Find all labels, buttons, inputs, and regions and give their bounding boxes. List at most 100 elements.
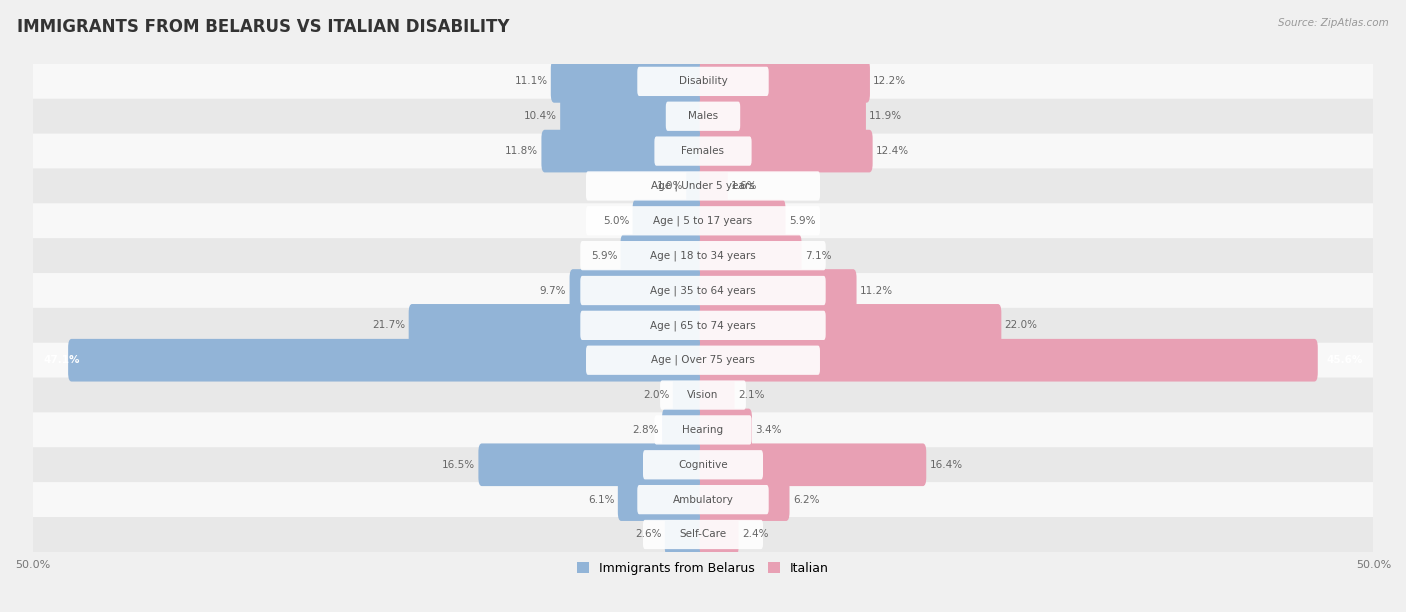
FancyBboxPatch shape xyxy=(560,95,706,138)
Text: Age | 18 to 34 years: Age | 18 to 34 years xyxy=(650,250,756,261)
FancyBboxPatch shape xyxy=(637,485,769,514)
Text: 45.6%: 45.6% xyxy=(1326,355,1362,365)
FancyBboxPatch shape xyxy=(32,133,1374,168)
FancyBboxPatch shape xyxy=(586,346,820,375)
FancyBboxPatch shape xyxy=(700,60,870,103)
FancyBboxPatch shape xyxy=(581,311,825,340)
Text: 12.2%: 12.2% xyxy=(873,76,907,86)
FancyBboxPatch shape xyxy=(32,64,1374,99)
Text: 2.0%: 2.0% xyxy=(643,390,669,400)
Text: Cognitive: Cognitive xyxy=(678,460,728,470)
FancyBboxPatch shape xyxy=(409,304,706,346)
FancyBboxPatch shape xyxy=(32,203,1374,238)
FancyBboxPatch shape xyxy=(700,269,856,312)
FancyBboxPatch shape xyxy=(478,444,706,486)
FancyBboxPatch shape xyxy=(32,517,1374,552)
Text: 5.9%: 5.9% xyxy=(591,251,617,261)
Text: Age | Over 75 years: Age | Over 75 years xyxy=(651,355,755,365)
FancyBboxPatch shape xyxy=(541,130,706,173)
FancyBboxPatch shape xyxy=(32,168,1374,203)
FancyBboxPatch shape xyxy=(586,171,820,201)
Text: IMMIGRANTS FROM BELARUS VS ITALIAN DISABILITY: IMMIGRANTS FROM BELARUS VS ITALIAN DISAB… xyxy=(17,18,509,36)
Text: 9.7%: 9.7% xyxy=(540,286,567,296)
FancyBboxPatch shape xyxy=(32,447,1374,482)
FancyBboxPatch shape xyxy=(700,304,1001,346)
Text: 2.4%: 2.4% xyxy=(742,529,769,539)
Text: Females: Females xyxy=(682,146,724,156)
FancyBboxPatch shape xyxy=(581,241,825,271)
FancyBboxPatch shape xyxy=(700,374,734,416)
FancyBboxPatch shape xyxy=(662,409,706,451)
Text: Age | 65 to 74 years: Age | 65 to 74 years xyxy=(650,320,756,330)
FancyBboxPatch shape xyxy=(654,136,752,166)
Text: Disability: Disability xyxy=(679,76,727,86)
FancyBboxPatch shape xyxy=(551,60,706,103)
Text: Vision: Vision xyxy=(688,390,718,400)
FancyBboxPatch shape xyxy=(32,343,1374,378)
Text: 6.1%: 6.1% xyxy=(588,494,614,505)
Text: 10.4%: 10.4% xyxy=(524,111,557,121)
Text: 7.1%: 7.1% xyxy=(804,251,831,261)
Text: 11.8%: 11.8% xyxy=(505,146,538,156)
Text: 1.0%: 1.0% xyxy=(657,181,683,191)
FancyBboxPatch shape xyxy=(586,206,820,236)
FancyBboxPatch shape xyxy=(32,482,1374,517)
FancyBboxPatch shape xyxy=(700,444,927,486)
Text: 2.1%: 2.1% xyxy=(738,390,765,400)
Text: 16.5%: 16.5% xyxy=(441,460,475,470)
Text: 5.0%: 5.0% xyxy=(603,216,630,226)
Text: 11.2%: 11.2% xyxy=(860,286,893,296)
Text: 1.6%: 1.6% xyxy=(731,181,758,191)
Text: Ambulatory: Ambulatory xyxy=(672,494,734,505)
Text: 2.8%: 2.8% xyxy=(633,425,659,435)
Text: 47.1%: 47.1% xyxy=(44,355,80,365)
FancyBboxPatch shape xyxy=(32,99,1374,133)
FancyBboxPatch shape xyxy=(659,381,747,409)
FancyBboxPatch shape xyxy=(617,479,706,521)
FancyBboxPatch shape xyxy=(32,378,1374,412)
FancyBboxPatch shape xyxy=(673,374,706,416)
FancyBboxPatch shape xyxy=(700,130,873,173)
Text: 6.2%: 6.2% xyxy=(793,494,820,505)
FancyBboxPatch shape xyxy=(666,102,740,131)
FancyBboxPatch shape xyxy=(654,416,752,444)
FancyBboxPatch shape xyxy=(581,276,825,305)
FancyBboxPatch shape xyxy=(32,412,1374,447)
Text: 16.4%: 16.4% xyxy=(929,460,963,470)
FancyBboxPatch shape xyxy=(67,339,706,381)
FancyBboxPatch shape xyxy=(32,273,1374,308)
FancyBboxPatch shape xyxy=(700,339,1317,381)
FancyBboxPatch shape xyxy=(686,165,706,207)
Text: 3.4%: 3.4% xyxy=(755,425,782,435)
FancyBboxPatch shape xyxy=(700,95,866,138)
Text: 22.0%: 22.0% xyxy=(1005,320,1038,330)
Text: 12.4%: 12.4% xyxy=(876,146,910,156)
FancyBboxPatch shape xyxy=(620,234,706,277)
Legend: Immigrants from Belarus, Italian: Immigrants from Belarus, Italian xyxy=(572,557,834,580)
Text: Age | Under 5 years: Age | Under 5 years xyxy=(651,181,755,191)
Text: 21.7%: 21.7% xyxy=(373,320,405,330)
Text: Age | 35 to 64 years: Age | 35 to 64 years xyxy=(650,285,756,296)
Text: 2.6%: 2.6% xyxy=(636,529,661,539)
FancyBboxPatch shape xyxy=(633,200,706,242)
FancyBboxPatch shape xyxy=(700,200,786,242)
FancyBboxPatch shape xyxy=(32,308,1374,343)
FancyBboxPatch shape xyxy=(643,450,763,479)
Text: Source: ZipAtlas.com: Source: ZipAtlas.com xyxy=(1278,18,1389,28)
Text: Males: Males xyxy=(688,111,718,121)
Text: 5.9%: 5.9% xyxy=(789,216,815,226)
Text: 11.9%: 11.9% xyxy=(869,111,903,121)
FancyBboxPatch shape xyxy=(700,234,801,277)
FancyBboxPatch shape xyxy=(643,520,763,549)
FancyBboxPatch shape xyxy=(700,409,752,451)
FancyBboxPatch shape xyxy=(637,67,769,96)
FancyBboxPatch shape xyxy=(700,513,738,556)
Text: Self-Care: Self-Care xyxy=(679,529,727,539)
FancyBboxPatch shape xyxy=(700,479,790,521)
Text: Age | 5 to 17 years: Age | 5 to 17 years xyxy=(654,215,752,226)
FancyBboxPatch shape xyxy=(569,269,706,312)
Text: 11.1%: 11.1% xyxy=(515,76,547,86)
FancyBboxPatch shape xyxy=(665,513,706,556)
FancyBboxPatch shape xyxy=(700,165,728,207)
FancyBboxPatch shape xyxy=(32,238,1374,273)
